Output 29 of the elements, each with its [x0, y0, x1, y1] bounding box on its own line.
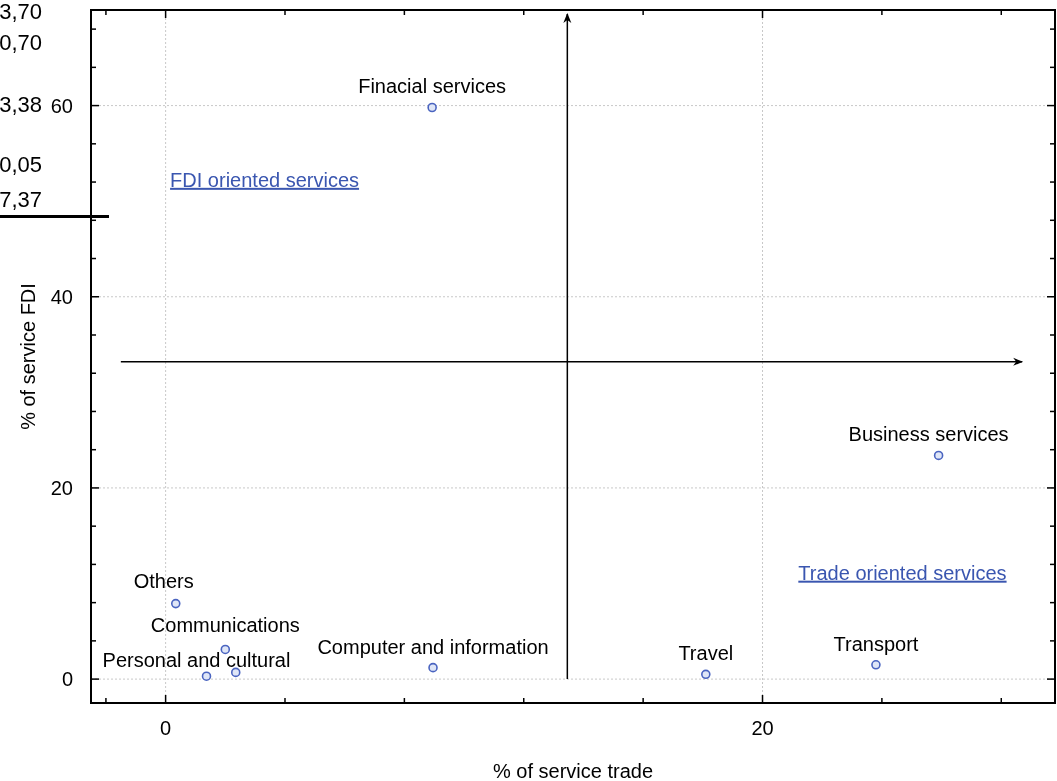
text: 3,70 — [0, 0, 42, 24]
series-label: Travel — [678, 642, 734, 665]
annotation: Trade oriented services — [798, 561, 1007, 584]
series-label: Communications — [150, 614, 300, 637]
point — [428, 662, 438, 673]
text: 0,70 — [0, 30, 42, 55]
y-tick-label: 20 — [50, 476, 73, 499]
series-label: Finacial services — [358, 75, 507, 98]
point — [201, 671, 212, 682]
text: 3,38 — [0, 92, 42, 117]
series-label: Business services — [848, 423, 1009, 446]
series-label: Transport — [833, 632, 919, 655]
series-label: Others — [133, 569, 194, 592]
point — [701, 669, 711, 680]
y-tick-label: 40 — [50, 285, 73, 308]
text: 0,05 — [0, 152, 42, 177]
x-axis-title: % of service trade — [492, 760, 654, 781]
y-tick-label: 0 — [61, 668, 73, 691]
y-axis-title: % of service FDI — [17, 283, 39, 430]
point — [871, 659, 881, 670]
series-label: Personal and cultural — [102, 649, 291, 672]
point — [170, 598, 181, 609]
text: 7,37 — [0, 187, 42, 212]
annotation: FDI oriented services — [170, 168, 360, 191]
point — [427, 102, 437, 113]
point — [230, 667, 241, 678]
series-label: Computer and information — [317, 635, 549, 658]
y-tick-label: 60 — [50, 94, 73, 117]
point — [933, 450, 944, 461]
